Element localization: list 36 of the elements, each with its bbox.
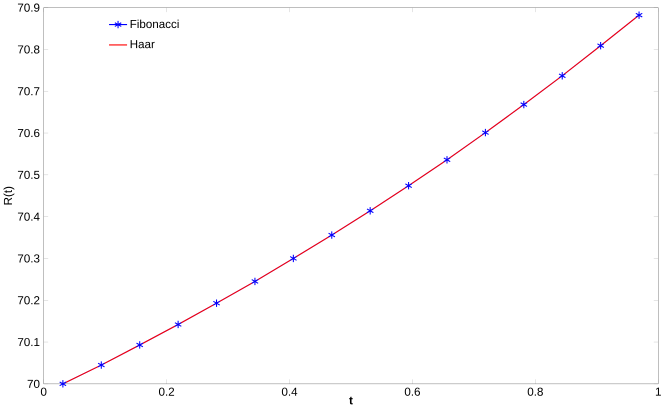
x-tick-label: 0.2	[158, 388, 174, 396]
point	[59, 380, 67, 388]
point	[251, 277, 259, 286]
y-tick-label: 70	[28, 380, 40, 388]
point	[290, 254, 298, 263]
y-tick-label: 70.6	[18, 128, 40, 138]
point	[520, 100, 528, 109]
x-tick-label: 0.4	[282, 388, 298, 396]
point	[635, 10, 643, 20]
point	[558, 72, 566, 80]
y-tick-label: 70.8	[18, 45, 40, 54]
point	[328, 230, 336, 240]
point	[596, 41, 604, 50]
x-tick-label: 0.6	[404, 388, 420, 396]
y-tick-label: 70.3	[18, 254, 40, 263]
point	[212, 299, 220, 308]
legend-label: Haar	[130, 40, 155, 48]
x-tick-label: 0.8	[528, 388, 543, 396]
y-tick-label: 70.9	[18, 4, 40, 12]
legend-label: Fibonacci	[130, 20, 179, 28]
point	[366, 206, 374, 216]
point	[174, 320, 182, 329]
point	[136, 340, 144, 350]
point	[98, 360, 106, 370]
y-tick-label: 70.7	[18, 87, 40, 96]
y-tick-label: 70.4	[18, 212, 40, 221]
point	[443, 156, 451, 164]
y-tick-label: 70.5	[18, 170, 40, 179]
x-tick-label: 1	[656, 388, 661, 396]
point	[482, 128, 490, 137]
y-tick-label: 70.2	[18, 296, 40, 304]
x-axis-title: t	[349, 396, 353, 404]
x-tick-label: 0	[40, 388, 46, 396]
point	[404, 182, 412, 190]
y-axis-title: R(t)	[4, 186, 14, 204]
y-tick-label: 70.1	[18, 338, 40, 346]
